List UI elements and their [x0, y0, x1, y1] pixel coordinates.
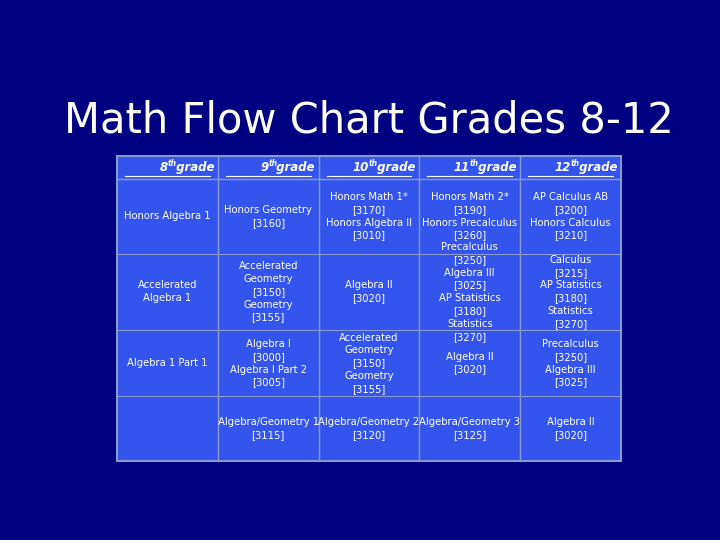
Text: grade: grade	[373, 161, 415, 174]
Text: Algebra II
[3020]: Algebra II [3020]	[446, 352, 494, 375]
Text: th: th	[570, 159, 580, 167]
Text: Honors Math 2*
[3190]
Honors Precalculus
[3260]: Honors Math 2* [3190] Honors Precalculus…	[422, 192, 517, 240]
Text: 11: 11	[454, 161, 469, 174]
Text: Algebra 1 Part 1: Algebra 1 Part 1	[127, 358, 208, 368]
Text: Algebra II
[3020]: Algebra II [3020]	[546, 417, 594, 440]
Text: th: th	[168, 159, 176, 167]
Bar	[117, 156, 621, 461]
Text: 8: 8	[159, 161, 168, 174]
Text: Math Flow Chart Grades 8-12: Math Flow Chart Grades 8-12	[64, 99, 674, 141]
Text: Accelerated
Geometry
[3150]
Geometry
[3155]: Accelerated Geometry [3150] Geometry [31…	[238, 261, 298, 322]
Text: th: th	[269, 159, 277, 167]
Text: grade: grade	[575, 161, 617, 174]
Text: Algebra I
[3000]
Algebra I Part 2
[3005]: Algebra I [3000] Algebra I Part 2 [3005]	[230, 339, 307, 387]
Text: Algebra/Geometry 2
[3120]: Algebra/Geometry 2 [3120]	[318, 417, 420, 440]
Text: th: th	[469, 159, 479, 167]
Text: grade: grade	[171, 161, 214, 174]
Text: Accelerated
Geometry
[3150]
Geometry
[3155]: Accelerated Geometry [3150] Geometry [31…	[339, 333, 399, 394]
Text: Calculus
[3215]
AP Statistics
[3180]
Statistics
[3270]: Calculus [3215] AP Statistics [3180] Sta…	[539, 255, 601, 329]
Text: Honors Math 1*
[3170]
Honors Algebra II
[3010]: Honors Math 1* [3170] Honors Algebra II …	[326, 192, 412, 240]
Text: Algebra/Geometry 1
[3115]: Algebra/Geometry 1 [3115]	[217, 417, 319, 440]
Text: grade: grade	[474, 161, 516, 174]
Text: 12: 12	[554, 161, 570, 174]
Text: Algebra II
[3020]: Algebra II [3020]	[345, 280, 393, 303]
Text: th: th	[369, 159, 378, 167]
Text: AP Calculus AB
[3200]
Honors Calculus
[3210]: AP Calculus AB [3200] Honors Calculus [3…	[530, 192, 611, 240]
Text: Honors Algebra 1: Honors Algebra 1	[124, 211, 211, 221]
Text: 9: 9	[260, 161, 269, 174]
Text: Algebra/Geometry 3
[3125]: Algebra/Geometry 3 [3125]	[419, 417, 521, 440]
Text: Precalculus
[3250]
Algebra III
[3025]
AP Statistics
[3180]
Statistics
[3270]: Precalculus [3250] Algebra III [3025] AP…	[439, 242, 500, 342]
Text: Honors Geometry
[3160]: Honors Geometry [3160]	[225, 205, 312, 227]
Text: 10: 10	[353, 161, 369, 174]
Text: grade: grade	[272, 161, 315, 174]
Text: Accelerated
Algebra 1: Accelerated Algebra 1	[138, 280, 197, 303]
Text: Precalculus
[3250]
Algebra III
[3025]: Precalculus [3250] Algebra III [3025]	[542, 339, 599, 387]
